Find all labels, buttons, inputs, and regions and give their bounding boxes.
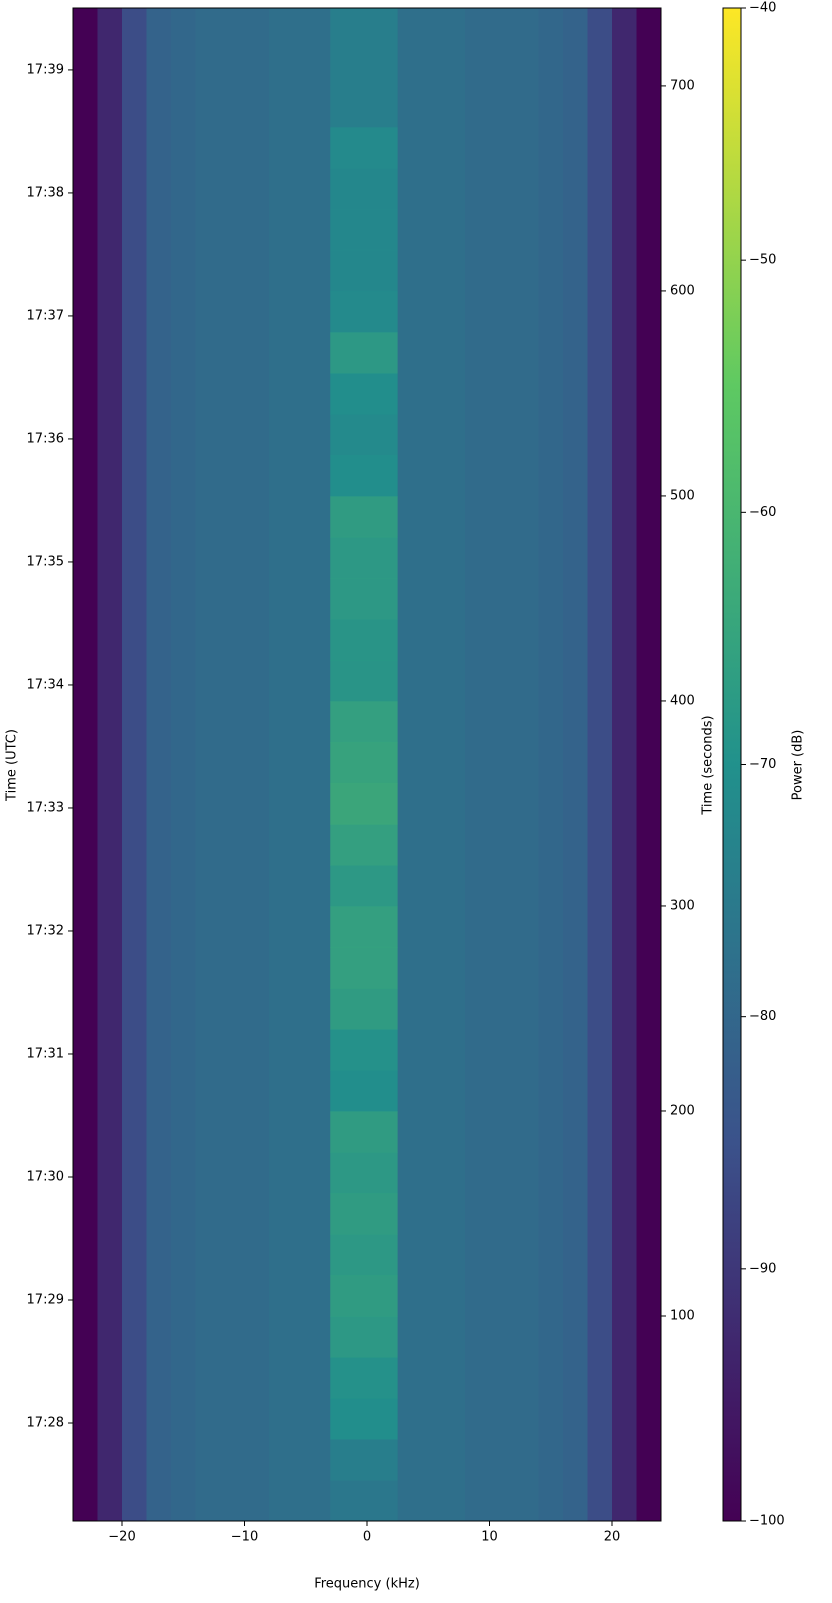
signal-cell bbox=[330, 618, 398, 661]
noise-column bbox=[416, 8, 441, 1521]
x-tick-label: −20 bbox=[108, 1530, 135, 1545]
noise-column bbox=[563, 8, 588, 1521]
y2-tick-label: 100 bbox=[670, 1308, 695, 1323]
colorbar-tick-label: −50 bbox=[749, 253, 776, 268]
signal-cell bbox=[330, 1397, 398, 1440]
signal-cell bbox=[330, 700, 398, 743]
y-tick-label: 17:38 bbox=[27, 185, 64, 200]
noise-column bbox=[171, 8, 196, 1521]
signal-cell bbox=[330, 987, 398, 1030]
signal-cell bbox=[330, 741, 398, 784]
signal-cell bbox=[330, 1356, 398, 1399]
x-tick-label: 20 bbox=[604, 1530, 621, 1545]
colorbar-label: Power (dB) bbox=[791, 730, 806, 801]
y2-tick-label: 400 bbox=[670, 693, 695, 708]
signal-cell bbox=[330, 1438, 398, 1481]
x-axis-label: Frequency (kHz) bbox=[314, 1577, 420, 1592]
noise-column bbox=[612, 8, 637, 1521]
signal-cell bbox=[330, 1110, 398, 1153]
signal-cell bbox=[330, 864, 398, 907]
signal-cell bbox=[330, 905, 398, 948]
noise-column bbox=[489, 8, 515, 1521]
noise-column bbox=[97, 8, 123, 1521]
plot-area bbox=[73, 8, 662, 1522]
colorbar-tick-label: −80 bbox=[749, 1009, 776, 1024]
x-tick-label: 0 bbox=[363, 1530, 371, 1545]
signal-cell bbox=[330, 1151, 398, 1194]
noise-column bbox=[146, 8, 172, 1521]
y2-tick-label: 200 bbox=[670, 1103, 695, 1118]
x-tick-label: 10 bbox=[481, 1530, 498, 1545]
noise-column bbox=[195, 8, 221, 1521]
signal-cell bbox=[330, 290, 398, 333]
y-tick-label: 17:34 bbox=[27, 677, 64, 692]
y-tick-label: 17:28 bbox=[27, 1416, 64, 1431]
signal-cell bbox=[330, 126, 398, 169]
y2-tick-label: 600 bbox=[670, 283, 695, 298]
noise-column bbox=[514, 8, 539, 1521]
signal-cell bbox=[330, 946, 398, 989]
signal-cell bbox=[330, 536, 398, 579]
y2-tick-label: 700 bbox=[670, 78, 695, 93]
noise-column bbox=[122, 8, 147, 1521]
signal-cell bbox=[330, 823, 398, 866]
y-tick-label: 17:37 bbox=[27, 308, 64, 323]
noise-column bbox=[293, 8, 319, 1521]
noise-column bbox=[220, 8, 245, 1521]
signal-cell bbox=[330, 1479, 398, 1522]
y2-tick-label: 300 bbox=[670, 898, 695, 913]
colorbar-tick-label: −40 bbox=[749, 1, 776, 16]
signal-cell bbox=[330, 659, 398, 702]
x-tick-label: −10 bbox=[231, 1530, 258, 1545]
signal-cell bbox=[330, 413, 398, 456]
signal-cell bbox=[330, 372, 398, 415]
signal-cell bbox=[330, 8, 398, 46]
noise-column bbox=[269, 8, 294, 1521]
y-tick-label: 17:36 bbox=[27, 431, 64, 446]
signal-cell bbox=[330, 1069, 398, 1112]
y-tick-label: 17:33 bbox=[27, 800, 64, 815]
y-tick-label: 17:35 bbox=[27, 554, 64, 569]
y2-axis-label: Time (seconds) bbox=[701, 715, 716, 815]
signal-cell bbox=[330, 1028, 398, 1071]
y-axis-label: Time (UTC) bbox=[5, 729, 20, 802]
y-tick-label: 17:32 bbox=[27, 923, 64, 938]
signal-cell bbox=[330, 454, 398, 497]
signal-cell bbox=[330, 577, 398, 620]
noise-column bbox=[538, 8, 564, 1521]
noise-column bbox=[244, 8, 270, 1521]
signal-cell bbox=[330, 1315, 398, 1358]
colorbar-tick-label: −60 bbox=[749, 505, 776, 520]
signal-cell bbox=[330, 331, 398, 374]
y-tick-label: 17:39 bbox=[27, 62, 64, 77]
noise-column bbox=[465, 8, 490, 1521]
y-tick-label: 17:30 bbox=[27, 1169, 64, 1184]
noise-column bbox=[636, 8, 662, 1521]
noise-column bbox=[587, 8, 613, 1521]
colorbar-tick-label: −90 bbox=[749, 1261, 776, 1276]
y2-tick-label: 500 bbox=[670, 488, 695, 503]
signal-cell bbox=[330, 249, 398, 292]
signal-cell bbox=[330, 85, 398, 128]
noise-column bbox=[440, 8, 466, 1521]
colorbar bbox=[722, 7, 742, 1522]
signal-cell bbox=[330, 1192, 398, 1235]
y-tick-label: 17:31 bbox=[27, 1046, 64, 1061]
signal-cell bbox=[330, 1233, 398, 1276]
signal-cell bbox=[330, 208, 398, 251]
y-tick-label: 17:29 bbox=[27, 1292, 64, 1307]
noise-column bbox=[73, 8, 98, 1521]
signal-cell bbox=[330, 495, 398, 538]
colorbar-tick-label: −70 bbox=[749, 757, 776, 772]
signal-cell bbox=[330, 44, 398, 87]
signal-cell bbox=[330, 782, 398, 825]
signal-cell bbox=[330, 167, 398, 210]
signal-cell bbox=[330, 1274, 398, 1317]
colorbar-tick-label: −100 bbox=[749, 1514, 785, 1529]
